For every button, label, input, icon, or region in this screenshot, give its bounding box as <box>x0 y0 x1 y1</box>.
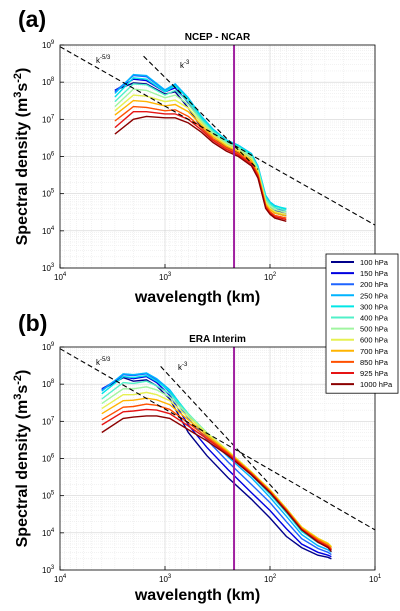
panel-a: k-5/3k-310310410510610710810910410310210… <box>12 6 382 306</box>
series-line-925-hpa <box>101 408 332 551</box>
reference-label-k-3: k-3 <box>178 362 188 372</box>
x-axis-label: wavelength (km) <box>134 289 260 306</box>
series-line-100-hpa <box>101 376 332 560</box>
x-tick-label: 104 <box>54 574 67 584</box>
x-tick-label: 102 <box>264 272 277 282</box>
legend-label: 600 hPa <box>360 336 389 345</box>
reference-line-k-3 <box>143 55 259 170</box>
legend-label: 200 hPa <box>360 280 389 289</box>
panel-title: ERA Interim <box>189 334 246 345</box>
y-tick-label: 109 <box>42 342 55 352</box>
reference-line-k-5-3 <box>59 348 376 531</box>
series-line-500-hpa <box>114 88 287 213</box>
y-tick-label: 105 <box>42 189 55 199</box>
reference-line-k-3 <box>160 366 281 497</box>
x-tick-label: 102 <box>264 574 277 584</box>
series-line-600-hpa <box>114 94 287 215</box>
panel-title: NCEP - NCAR <box>185 32 251 43</box>
y-tick-label: 108 <box>42 77 55 87</box>
x-tick-label: 103 <box>159 272 172 282</box>
legend-label: 700 hPa <box>360 347 389 356</box>
series-line-700-hpa <box>101 397 332 548</box>
series-line-850-hpa <box>114 105 287 219</box>
series-line-300-hpa <box>114 77 287 210</box>
y-axis-label: Spectral density (m3s-2) <box>12 68 31 246</box>
y-tick-label: 104 <box>42 226 55 236</box>
y-tick-label: 107 <box>42 416 55 426</box>
y-axis-label: Spectral density (m3s-2) <box>12 370 31 548</box>
series-group <box>114 73 287 222</box>
y-tick-label: 103 <box>42 263 55 273</box>
y-tick-label: 106 <box>42 454 55 464</box>
legend: 100 hPa 150 hPa 200 hPa 250 hPa 300 hPa 400 h… <box>325 253 399 394</box>
legend-box <box>325 253 399 394</box>
series-line-1000-hpa <box>101 415 332 553</box>
series-line-1000-hpa <box>114 115 287 222</box>
legend-label: 925 hPa <box>360 369 389 378</box>
y-tick-label: 105 <box>42 491 55 501</box>
legend-label: 400 hPa <box>360 314 389 323</box>
panel-label: (b) <box>18 310 47 336</box>
y-tick-label: 104 <box>42 528 55 538</box>
reference-label-k-5-3: k-5/3 <box>96 55 111 65</box>
x-tick-label: 101 <box>369 574 382 584</box>
y-tick-label: 106 <box>42 152 55 162</box>
legend-label: 100 hPa <box>360 258 389 267</box>
x-tick-label: 104 <box>54 272 67 282</box>
reference-label-k-5-3: k-5/3 <box>96 357 111 367</box>
legend-label: 150 hPa <box>360 269 389 278</box>
y-tick-label: 109 <box>42 40 55 50</box>
y-tick-label: 108 <box>42 379 55 389</box>
legend-label: 300 hPa <box>360 302 389 311</box>
reference-line-k-5-3 <box>59 46 376 226</box>
y-tick-label: 107 <box>42 114 55 124</box>
legend-label: 500 hPa <box>360 325 389 334</box>
series-line-200-hpa <box>101 373 332 556</box>
legend-label: 850 hPa <box>360 358 389 367</box>
grid <box>60 347 376 571</box>
series-line-850-hpa <box>101 403 332 550</box>
legend-label: 1000 hPa <box>360 380 393 389</box>
x-axis-label: wavelength (km) <box>134 587 260 604</box>
series-line-400-hpa <box>114 83 287 211</box>
grid <box>60 45 376 269</box>
series-group <box>101 372 332 560</box>
legend-label: 250 hPa <box>360 291 389 300</box>
series-line-700-hpa <box>114 99 287 217</box>
y-tick-label: 103 <box>42 565 55 575</box>
x-tick-label: 103 <box>159 574 172 584</box>
series-line-150-hpa <box>101 375 332 558</box>
reference-label-k-3: k-3 <box>180 60 190 70</box>
panel-label: (a) <box>18 6 46 32</box>
